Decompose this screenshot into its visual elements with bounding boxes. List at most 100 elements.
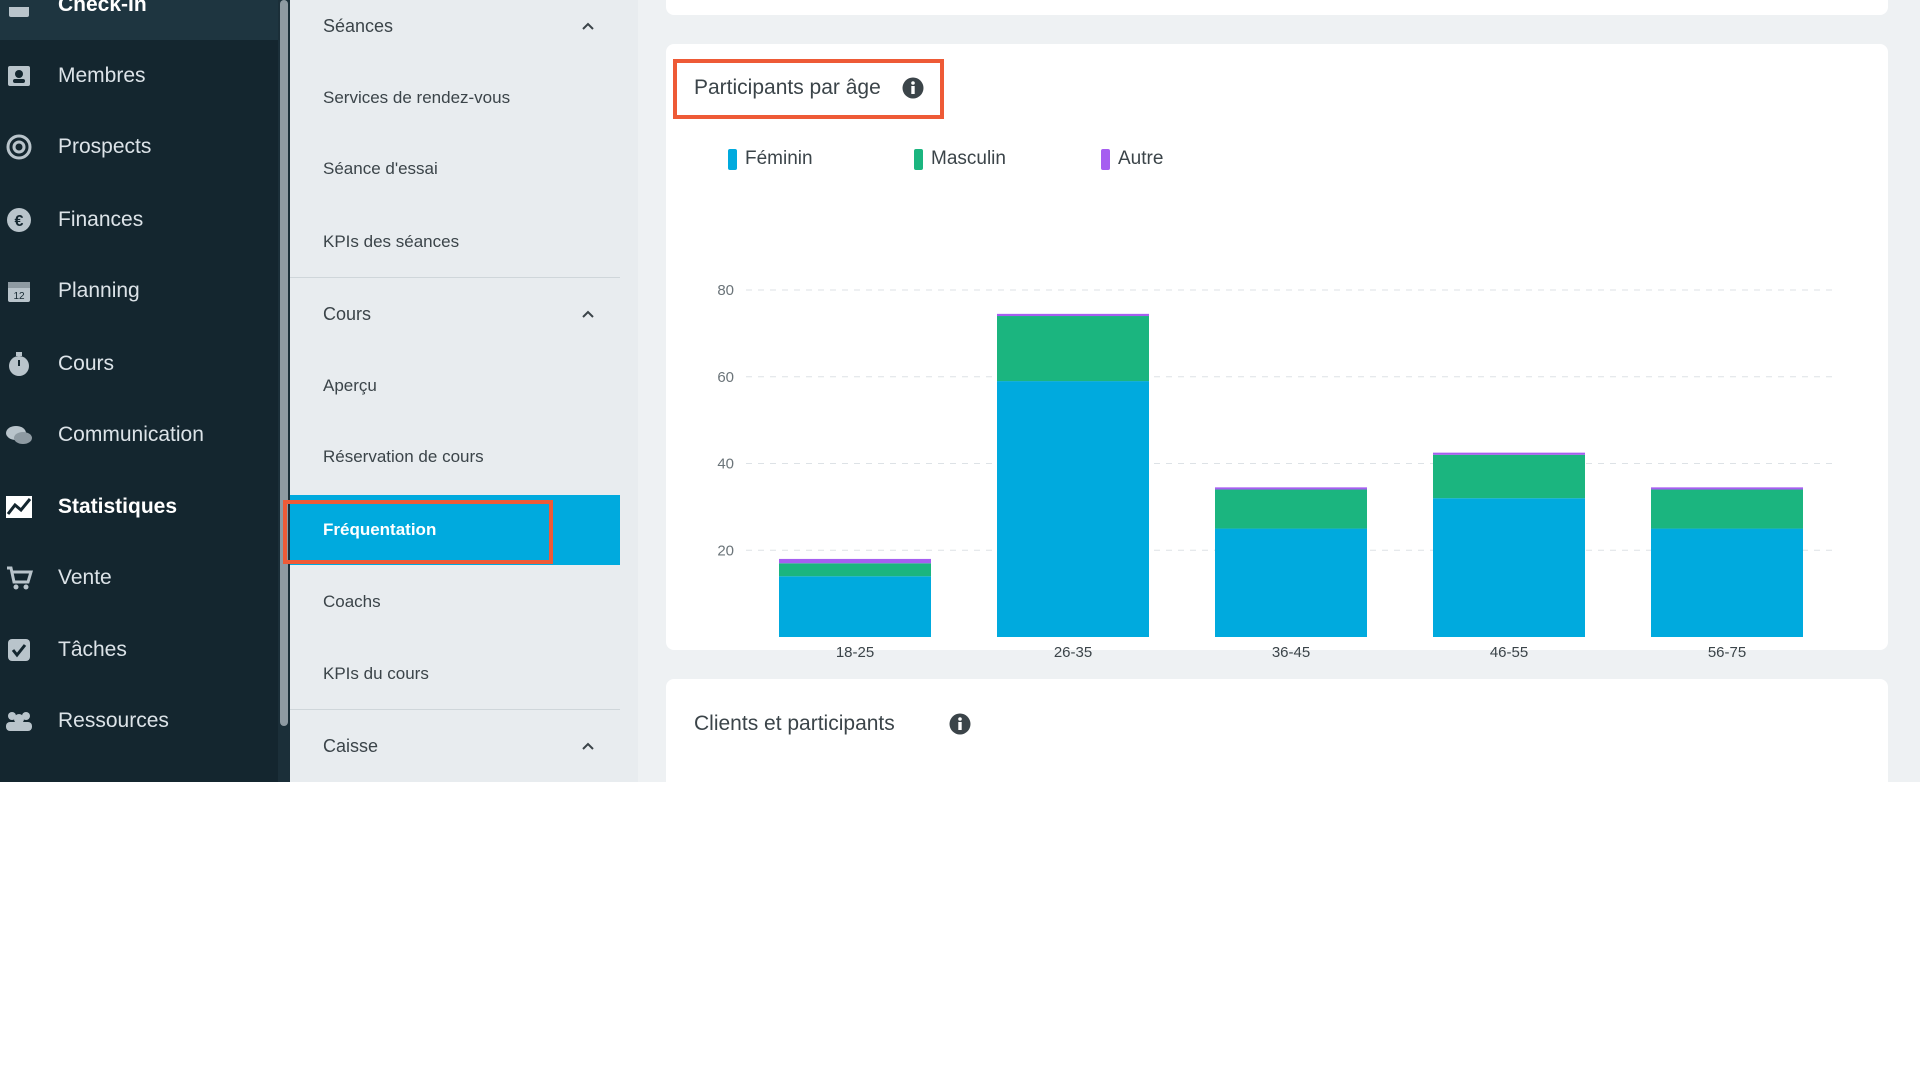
bar-féminin-46-55[interactable]: [1433, 498, 1585, 637]
nav-item-prospects[interactable]: Prospects: [0, 117, 278, 177]
legend-swatch: [728, 148, 737, 170]
target-icon: [4, 132, 34, 162]
bar-autre-36-45[interactable]: [1215, 487, 1367, 490]
info-icon[interactable]: [949, 713, 971, 735]
submenu-item-reservation-cours[interactable]: Réservation de cours: [323, 447, 484, 466]
card-clients-participants: Clients et participants: [666, 679, 1888, 799]
chat-icon: [4, 420, 34, 450]
bar-féminin-36-45[interactable]: [1215, 528, 1367, 637]
statistics-submenu: Séances Services de rendez-vous Séance d…: [290, 0, 638, 782]
submenu-item-services-rendez-vous[interactable]: Services de rendez-vous: [323, 88, 511, 107]
x-tick-label: 36-45: [1272, 644, 1310, 661]
bar-féminin-26-35[interactable]: [997, 381, 1149, 637]
chevron-up-icon: [582, 310, 594, 318]
bar-masculin-26-35[interactable]: [997, 316, 1149, 382]
cart-icon: [4, 563, 34, 593]
legend-item-autre[interactable]: Autre: [1101, 148, 1163, 170]
info-icon[interactable]: [902, 77, 924, 99]
chart-icon: [4, 492, 34, 522]
y-tick-label: 40: [717, 456, 734, 473]
checkbox-icon: [4, 635, 34, 665]
submenu-divider: [290, 709, 620, 710]
nav-scrollbar[interactable]: [278, 0, 290, 782]
stopwatch-icon: [4, 349, 34, 379]
submenu-section-cours[interactable]: Cours: [290, 294, 620, 334]
nav-item-label: Ressources: [58, 709, 169, 732]
nav-item-label: Statistiques: [58, 495, 178, 518]
submenu-section-caisse[interactable]: Caisse: [290, 726, 620, 766]
submenu-section-title: Cours: [323, 303, 372, 324]
member-card-icon: [4, 61, 34, 91]
blank-area: [0, 782, 1920, 1080]
nav-item-label: Communication: [58, 423, 204, 446]
nav-item-membres[interactable]: Membres: [0, 46, 278, 106]
submenu-section-title: Séances: [323, 15, 394, 36]
nav-item-communication[interactable]: Communication: [0, 405, 278, 465]
submenu-item-apercu[interactable]: Aperçu: [323, 376, 377, 395]
chevron-up-icon: [582, 742, 594, 750]
card-title: Participants par âge: [694, 76, 881, 99]
nav-item-planning[interactable]: 12 Planning: [0, 261, 278, 321]
submenu-item-kpis-cours[interactable]: KPIs du cours: [323, 664, 429, 683]
bar-masculin-18-25[interactable]: [779, 563, 931, 577]
legend-swatch: [1101, 148, 1110, 170]
submenu-item-frequentation[interactable]: Fréquentation: [290, 495, 620, 565]
nav-item-taches[interactable]: Tâches: [0, 620, 278, 680]
nav-item-label: Planning: [58, 279, 140, 302]
y-tick-label: 60: [717, 369, 734, 386]
nav-item-label: Vente: [58, 566, 112, 589]
highlight-frame-frequentation: [283, 500, 553, 564]
nav-item-label: Prospects: [58, 135, 152, 158]
nav-item-vente[interactable]: Vente: [0, 548, 278, 608]
submenu-item-seance-essai[interactable]: Séance d'essai: [323, 159, 438, 178]
x-tick-label: 26-35: [1054, 644, 1092, 661]
bar-masculin-56-75[interactable]: [1651, 489, 1803, 529]
legend-item-masculin[interactable]: Masculin: [914, 148, 1006, 170]
x-tick-label: 18-25: [836, 644, 874, 661]
card-participants-par-age: Participants par âge Féminin Masculin Au…: [666, 44, 1888, 661]
nav-item-cours[interactable]: Cours: [0, 334, 278, 394]
submenu-section-seances[interactable]: Séances: [290, 6, 620, 46]
bar-autre-18-25[interactable]: [779, 558, 931, 564]
bar-féminin-56-75[interactable]: [1651, 528, 1803, 637]
euro-icon: €: [4, 205, 34, 235]
main-navigation: Check-In Membres Prospects € Finances 12…: [0, 0, 278, 782]
y-tick-label: 80: [717, 282, 734, 299]
chevron-up-icon: [582, 22, 594, 30]
nav-item-label: Cours: [58, 352, 115, 375]
nav-item-checkin[interactable]: Check-In: [0, 0, 278, 40]
nav-scrollbar-thumb[interactable]: [280, 0, 288, 726]
svg-text:12: 12: [13, 291, 25, 302]
checkin-icon: [4, 5, 34, 35]
highlight-frame-chart-title: [673, 59, 944, 119]
bar-masculin-36-45[interactable]: [1215, 489, 1367, 529]
card-title: Clients et participants: [694, 712, 895, 735]
bar-autre-26-35[interactable]: [997, 313, 1149, 317]
submenu-divider: [290, 277, 620, 278]
bar-autre-46-55[interactable]: [1433, 452, 1585, 455]
submenu-item-kpis-seances[interactable]: KPIs des séances: [323, 232, 460, 251]
nav-item-label: Finances: [58, 208, 144, 231]
nav-item-finances[interactable]: € Finances: [0, 190, 278, 250]
x-tick-label: 56-75: [1708, 644, 1746, 661]
bar-féminin-18-25[interactable]: [779, 576, 931, 637]
legend-swatch: [914, 148, 923, 170]
x-tick-label: 46-55: [1490, 644, 1528, 661]
nav-item-label: Membres: [58, 64, 146, 87]
submenu-section-title: Caisse: [323, 735, 379, 756]
nav-item-label: Tâches: [58, 638, 127, 661]
nav-item-label: Check-In: [58, 0, 147, 16]
nav-item-statistiques[interactable]: Statistiques: [0, 477, 278, 537]
submenu-item-coachs[interactable]: Coachs: [323, 592, 381, 611]
svg-text:€: €: [15, 213, 24, 230]
people-icon: [4, 706, 34, 736]
nav-item-ressources[interactable]: Ressources: [0, 691, 278, 751]
participants-age-chart: 20 40 60 80 18-25 26-35 36-45 46-55 56-75: [717, 282, 1836, 661]
legend-item-feminin[interactable]: Féminin: [728, 148, 813, 170]
bar-masculin-46-55[interactable]: [1433, 454, 1585, 499]
calendar-icon: 12: [4, 276, 34, 306]
main-content: Participants par âge Féminin Masculin Au…: [638, 0, 1920, 799]
bar-autre-56-75[interactable]: [1651, 487, 1803, 490]
y-tick-label: 20: [717, 542, 734, 559]
card-previous: [666, 0, 1888, 15]
